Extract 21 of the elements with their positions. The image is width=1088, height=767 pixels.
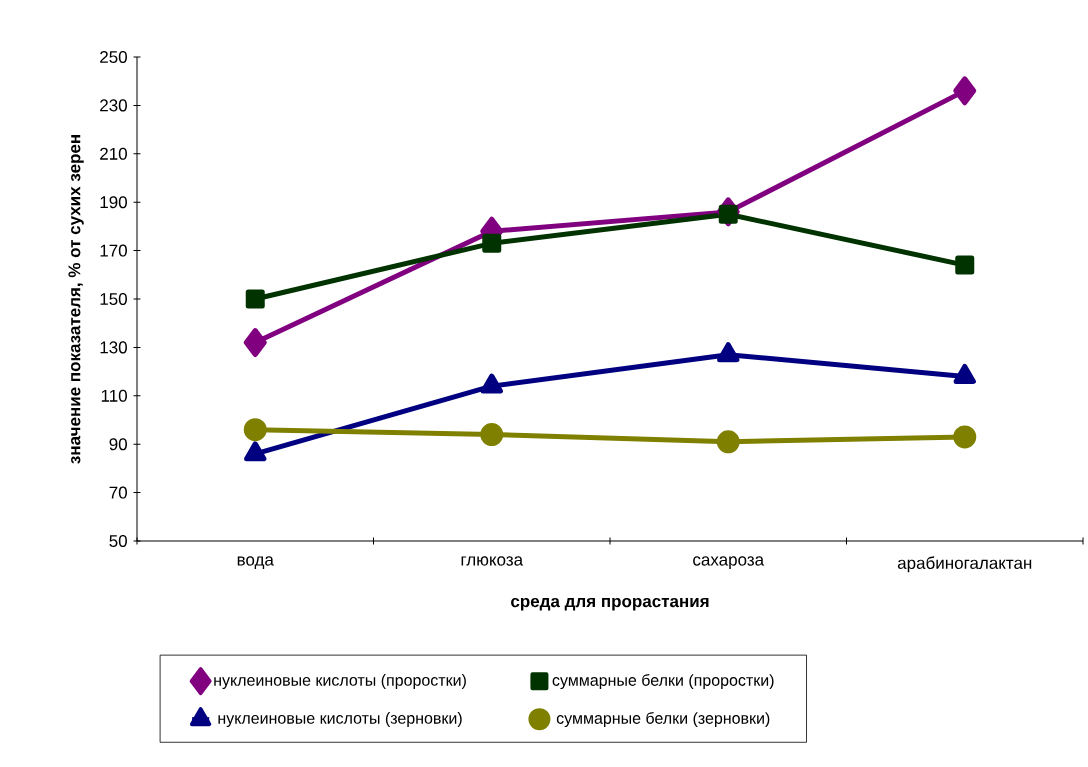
x-tick-label: вода [237, 556, 274, 569]
x-tick-label: глюкоза [461, 556, 524, 566]
y-tick-label: 190 [100, 196, 127, 209]
y-tick-label: 250 [100, 50, 127, 64]
y-axis-title: значение показателя, % от сухих зерен [68, 135, 84, 464]
y-tick-label: 210 [100, 147, 127, 160]
y-tick-label: 230 [100, 99, 127, 112]
y-tick-label: 90 [109, 438, 127, 451]
legend-label: нуклеиновые кислоты (зерновки) [218, 712, 462, 727]
y-tick-label: 130 [100, 341, 127, 354]
x-axis-title: среда для прорастания [511, 597, 709, 611]
x-tick-label: сахароза [693, 556, 765, 570]
y-tick-label: 150 [100, 292, 127, 306]
legend-label: суммарные белки (проростки) [552, 673, 774, 690]
y-tick-label: 110 [101, 389, 127, 402]
legend-label: суммарные белки (зерновки) [556, 711, 770, 728]
x-tick-label: арабиногалактан [897, 556, 1032, 573]
legend-label: нуклеиновые кислоты (проростки) [214, 674, 466, 689]
y-tick-label: 70 [109, 486, 127, 499]
y-tick-label: 50 [109, 534, 127, 548]
y-tick-label: 170 [100, 244, 127, 257]
